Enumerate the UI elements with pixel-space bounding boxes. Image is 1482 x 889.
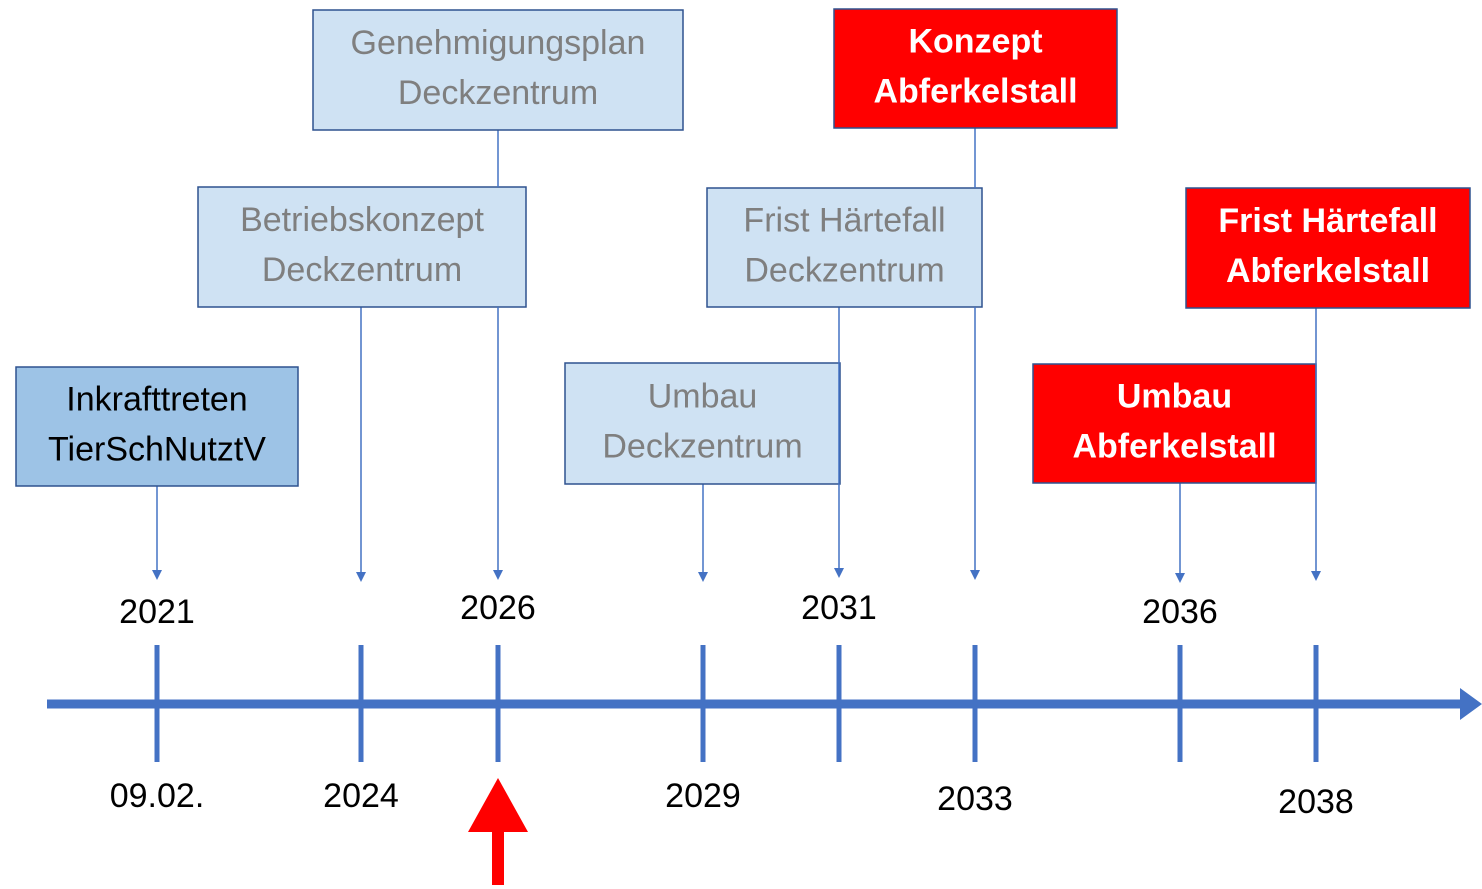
- year-label: 2021: [119, 593, 195, 631]
- event-box: [564, 362, 841, 485]
- event-label: Umbau: [648, 377, 758, 415]
- event-box: [197, 186, 527, 308]
- event-label: Frist Härtefall: [743, 201, 945, 239]
- year-label: 2033: [937, 780, 1013, 818]
- event-label: TierSchNutztV: [48, 430, 266, 468]
- event-label: Deckzentrum: [744, 251, 944, 289]
- event-label: Deckzentrum: [398, 74, 598, 112]
- year-label: 2026: [460, 589, 536, 627]
- event-label: Deckzentrum: [602, 427, 802, 465]
- year-label: 09.02.: [110, 777, 205, 815]
- event-label: Konzept: [908, 22, 1042, 60]
- event-box: [312, 9, 684, 131]
- event-box: [15, 366, 299, 487]
- event-label: Frist Härtefall: [1218, 202, 1437, 240]
- year-label: 2029: [665, 777, 741, 815]
- event-label: Umbau: [1117, 377, 1232, 415]
- event-label: Betriebskonzept: [240, 201, 484, 239]
- year-label: 2038: [1278, 783, 1354, 821]
- event-box: [833, 8, 1118, 129]
- event-box: [1032, 363, 1317, 484]
- event-label: Abferkelstall: [873, 72, 1077, 110]
- event-label: Genehmigungsplan: [351, 24, 646, 62]
- event-label: Abferkelstall: [1072, 427, 1276, 465]
- event-label: Abferkelstall: [1226, 252, 1430, 290]
- current-marker: [468, 778, 528, 885]
- event-box: [706, 187, 983, 308]
- event-label: Deckzentrum: [262, 251, 462, 289]
- year-label: 2036: [1142, 593, 1218, 631]
- axis-arrowhead: [1460, 688, 1482, 720]
- year-label: 2024: [323, 777, 399, 815]
- year-label: 2031: [801, 589, 877, 627]
- event-label: Inkrafttreten: [66, 380, 247, 418]
- event-box: [1185, 187, 1471, 309]
